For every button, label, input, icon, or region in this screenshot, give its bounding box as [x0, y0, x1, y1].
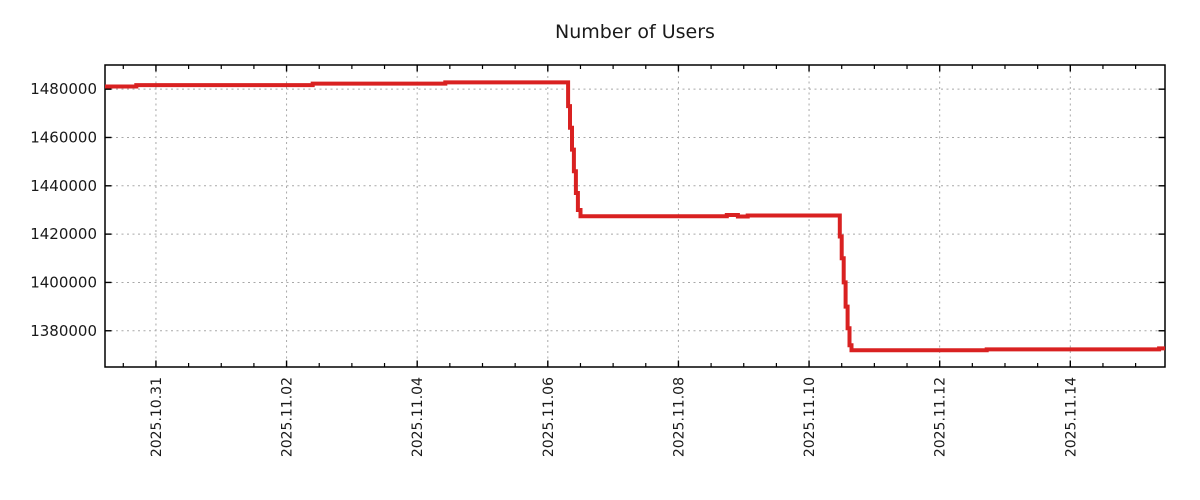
x-tick-label: 2025.11.04	[410, 377, 426, 457]
x-tick-label: 2025.11.10	[802, 377, 818, 457]
x-tick-label: 2025.11.08	[671, 377, 687, 457]
series-line-users	[105, 80, 1165, 353]
series-layer	[105, 80, 1165, 353]
plot-border	[104, 64, 1166, 368]
axis-layer	[104, 64, 1166, 368]
y-tick-label: 1380000	[30, 322, 97, 340]
grid-layer	[105, 65, 1165, 367]
y-tick-label: 1460000	[30, 128, 97, 146]
y-tick-label: 1440000	[30, 177, 97, 195]
chart-title: Number of Users	[555, 21, 715, 43]
y-tick-label: 1480000	[30, 80, 97, 98]
y-tick-label: 1400000	[30, 273, 97, 291]
x-tick-label: 2025.11.06	[541, 377, 557, 457]
x-tick-label: 2025.10.31	[149, 377, 165, 457]
label-layer: 2025.10.31 2025.11.02 2025.11.04 2025.11.06…	[30, 80, 1079, 457]
x-tick-label: 2025.11.02	[280, 377, 296, 457]
x-tick-label: 2025.11.12	[933, 377, 949, 457]
y-tick-label: 1420000	[30, 225, 97, 243]
x-tick-label: 2025.11.14	[1063, 377, 1079, 457]
